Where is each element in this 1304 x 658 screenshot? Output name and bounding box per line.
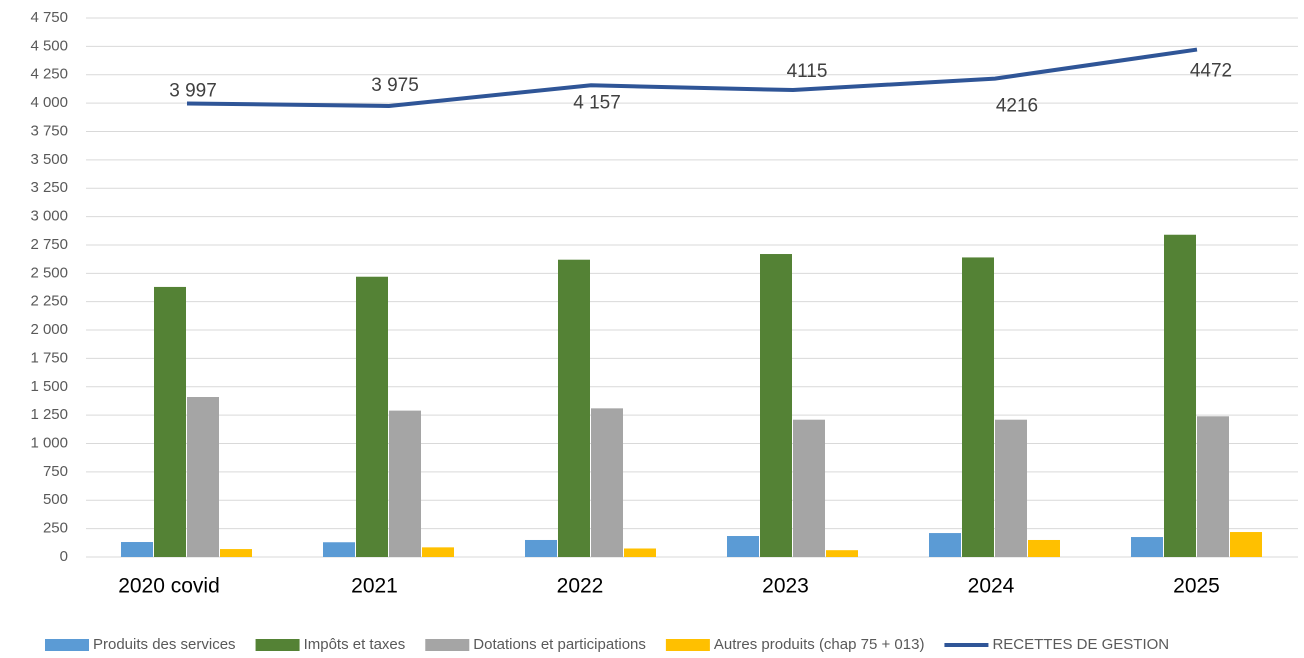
y-tick-label: 1 750 [30, 349, 68, 366]
y-tick-label: 2 000 [30, 321, 68, 338]
bar [1164, 234, 1196, 557]
legend-swatch [425, 639, 470, 651]
x-tick-label: 2025 [1173, 575, 1220, 598]
bar [323, 542, 355, 557]
y-tick-label: 250 [43, 520, 68, 537]
legend-label: Autres produits (chap 75 + 013) [714, 636, 925, 653]
bar [727, 536, 759, 557]
bar [1197, 416, 1229, 557]
bar [1028, 539, 1060, 557]
bar [1131, 537, 1163, 557]
data-label: 4472 [1190, 61, 1232, 82]
y-tick-label: 3 750 [30, 122, 68, 139]
y-tick-label: 4 750 [30, 9, 68, 26]
y-tick-label: 2 750 [30, 236, 68, 253]
x-tick-label: 2021 [351, 575, 398, 598]
data-label: 4216 [996, 96, 1038, 117]
bar [995, 419, 1027, 557]
legend-swatch [665, 639, 710, 651]
legend-swatch [255, 639, 300, 651]
bar [220, 549, 252, 557]
bar [422, 547, 454, 557]
y-tick-label: 2 500 [30, 264, 68, 281]
x-tick-label: 2023 [762, 575, 809, 598]
legend-label: Impôts et taxes [304, 636, 406, 653]
y-tick-label: 4 000 [30, 94, 68, 111]
y-tick-label: 2 250 [30, 293, 68, 310]
y-tick-label: 4 500 [30, 37, 68, 54]
line [186, 47, 1198, 108]
x-tick-label: 2022 [557, 575, 604, 598]
data-label: 3 997 [169, 80, 217, 101]
y-tick-label: 1 000 [30, 434, 68, 451]
bar [356, 276, 388, 557]
data-label: 4115 [787, 61, 828, 82]
y-tick-label: 750 [43, 463, 68, 480]
bar [1230, 532, 1262, 557]
legend-swatch [45, 639, 89, 651]
x-tick-label: 2024 [968, 575, 1015, 598]
bar [558, 259, 590, 557]
bar [187, 397, 219, 557]
y-tick-label: 1 250 [30, 406, 68, 423]
bar [624, 548, 656, 557]
bar [760, 254, 792, 557]
bar [793, 419, 825, 557]
legend-label: Produits des services [93, 636, 236, 653]
bar [962, 257, 994, 557]
bar [154, 286, 186, 557]
x-tick-label: 2020 covid [118, 575, 220, 598]
bar [929, 533, 961, 557]
bar [826, 550, 858, 557]
data-label: 3 975 [371, 75, 419, 96]
data-label: 4 157 [573, 92, 621, 113]
y-tick-label: 3 500 [30, 151, 68, 168]
y-tick-label: 4 250 [30, 66, 68, 83]
y-tick-label: 3 000 [30, 208, 68, 225]
legend-label: Dotations et participations [473, 636, 646, 653]
bar [591, 408, 623, 557]
bar [389, 410, 421, 557]
y-tick-label: 3 250 [30, 179, 68, 196]
legend-label: RECETTES DE GESTION [992, 636, 1169, 653]
bar [121, 542, 153, 557]
y-tick-label: 1 500 [30, 378, 68, 395]
y-tick-label: 0 [60, 548, 68, 565]
bar [525, 539, 557, 557]
y-tick-label: 500 [43, 491, 68, 508]
